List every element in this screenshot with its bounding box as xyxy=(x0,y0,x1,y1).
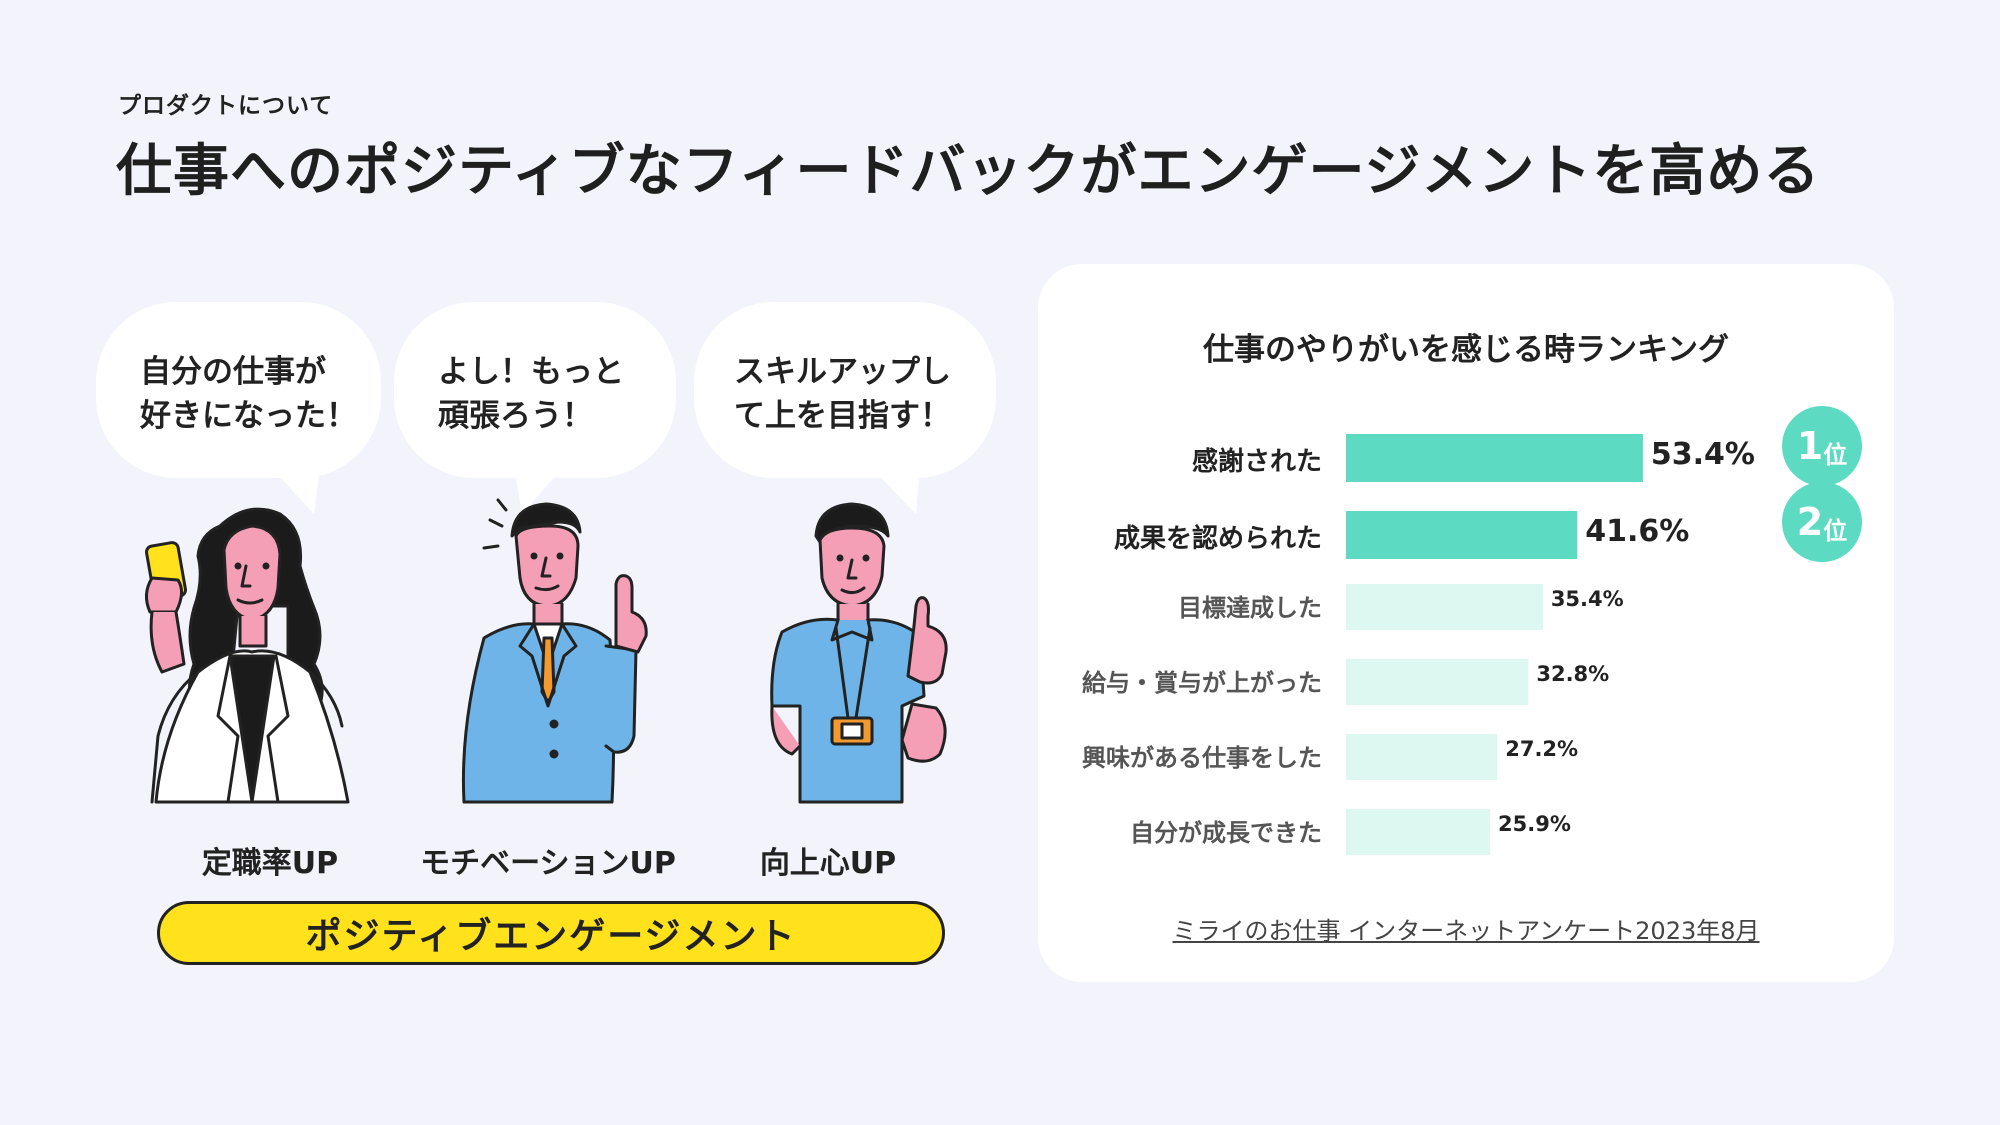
rank-1-number: 1 xyxy=(1796,424,1824,468)
ranking-bar-chart: 感謝された 53.4% 成果を認められた 41.6% 目標達成した 35.4% 給与・賞与が… xyxy=(1082,434,1755,855)
ranking-chart-panel: 仕事のやりがいを感じる時ランキング 感謝された 53.4% 成果を認められた 41.6… xyxy=(1038,264,1894,982)
value-label-3: 35.4% xyxy=(1551,587,1624,611)
woman-with-phone-illustration xyxy=(145,507,350,804)
speech-bubble-3: スキルアップし て上を目指す！ xyxy=(694,302,996,478)
survey-source-link[interactable]: ミライのお仕事 インターネットアンケート2023年8月 xyxy=(1172,917,1760,945)
caption-motivation: モチベーションUP xyxy=(420,846,676,881)
bubble-2-line-2: 頑張ろう！ xyxy=(438,398,593,434)
bubble-1-line-2: 好きになった！ xyxy=(140,398,357,434)
value-label-4: 32.8% xyxy=(1536,662,1609,686)
category-label-4: 給与・賞与が上がった xyxy=(1082,669,1322,697)
bubble-2-line-1: よし！もっと xyxy=(438,354,624,390)
bubble-3-tail xyxy=(870,466,920,514)
bar-3 xyxy=(1346,584,1543,630)
caption-retention: 定職率UP xyxy=(201,846,339,881)
category-label-1: 感謝された xyxy=(1192,446,1322,477)
category-label-3: 目標達成した xyxy=(1178,594,1322,622)
page-title: 仕事へのポジティブなフィードバックがエンゲージメントを高める xyxy=(116,139,1821,204)
rank-1-suffix: 位 xyxy=(1823,440,1848,469)
bar-5 xyxy=(1346,734,1498,780)
bubble-3-line-2: て上を目指す！ xyxy=(734,398,951,434)
caption-ambition: 向上心UP xyxy=(759,846,897,881)
value-label-2: 41.6% xyxy=(1585,514,1689,549)
category-label-6: 自分が成長できた xyxy=(1130,819,1322,847)
bar-6 xyxy=(1346,809,1491,855)
bubble-1-tail xyxy=(270,466,320,514)
bubble-1-line-1: 自分の仕事が xyxy=(140,354,326,390)
businessman-illustration xyxy=(461,498,648,804)
worker-with-lanyard-illustration xyxy=(770,502,948,804)
chart-title: 仕事のやりがいを感じる時ランキング xyxy=(1202,332,1730,368)
rank-2-suffix: 位 xyxy=(1823,516,1848,545)
value-label-1: 53.4% xyxy=(1651,437,1755,472)
rank-2-number: 2 xyxy=(1796,500,1824,544)
bar-2 xyxy=(1346,511,1578,559)
bubble-3-line-1: スキルアップし xyxy=(734,354,951,390)
value-label-5: 27.2% xyxy=(1505,737,1578,761)
bubble-2-tail xyxy=(514,466,564,514)
value-label-6: 25.9% xyxy=(1498,812,1571,836)
speech-bubble-1: 自分の仕事が 好きになった！ xyxy=(96,302,381,478)
eyebrow-label: プロダクトについて xyxy=(118,93,334,119)
speech-bubble-2: よし！もっと 頑張ろう！ xyxy=(394,302,676,478)
category-label-2: 成果を認められた xyxy=(1114,523,1322,554)
positive-engagement-label: ポジティブエンゲージメント xyxy=(157,901,945,965)
bar-1 xyxy=(1346,434,1643,482)
bar-4 xyxy=(1346,659,1529,705)
category-label-5: 興味がある仕事をした xyxy=(1082,744,1322,772)
